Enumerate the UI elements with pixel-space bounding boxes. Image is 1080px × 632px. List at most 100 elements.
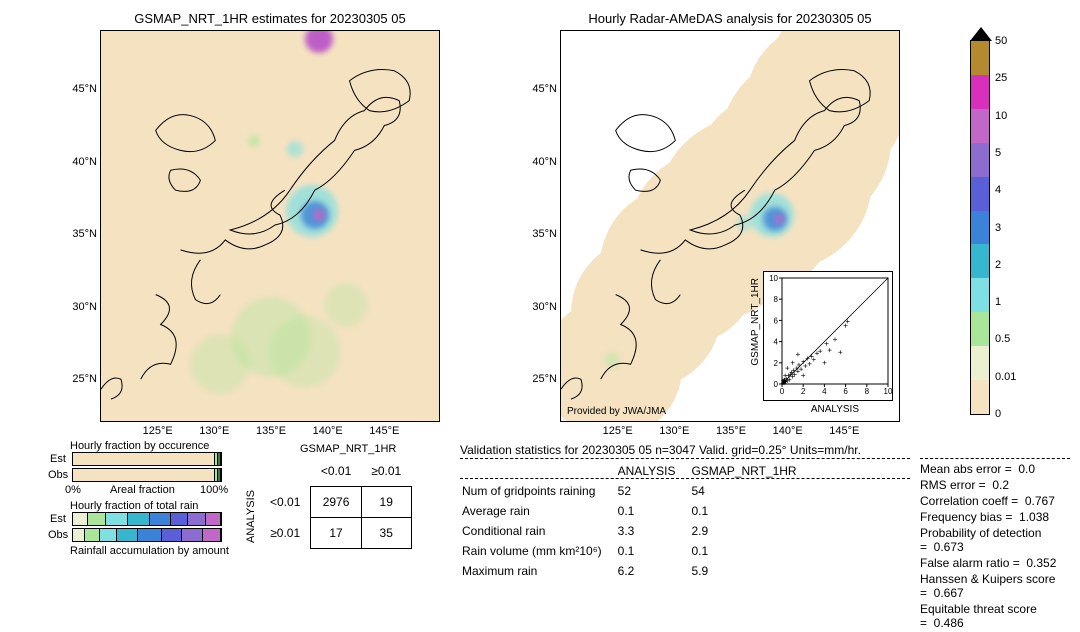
accum-title: Rainfall accumulation by amount bbox=[70, 545, 229, 557]
bar-segment bbox=[117, 529, 138, 541]
ct-rowheader: ANALYSIS bbox=[245, 490, 257, 543]
val-a: 6.2 bbox=[618, 562, 690, 580]
val-key: Conditional rain bbox=[462, 522, 616, 540]
metric-row: RMS error = 0.2 bbox=[920, 478, 1080, 492]
colorbar-label: 4 bbox=[995, 184, 1001, 196]
axis-0: 0% bbox=[65, 484, 81, 496]
dash-1 bbox=[460, 458, 910, 459]
colorbar-segment bbox=[971, 211, 989, 245]
colorbar-label: 3 bbox=[995, 222, 1001, 234]
ytick: 40°N bbox=[532, 156, 557, 168]
colorbar-label: 10 bbox=[995, 110, 1007, 122]
bar-segment bbox=[203, 529, 221, 541]
svg-text:2: 2 bbox=[774, 359, 779, 368]
occurrence-title: Hourly fraction by occurence bbox=[70, 440, 209, 452]
val-b: 0.1 bbox=[691, 502, 810, 520]
ytick: 40°N bbox=[72, 156, 97, 168]
coastline-left bbox=[101, 31, 439, 421]
totalrain-title: Hourly fraction of total rain bbox=[70, 500, 198, 512]
dash-3 bbox=[920, 458, 1070, 459]
svg-text:8: 8 bbox=[774, 295, 779, 304]
bar-segment bbox=[128, 513, 150, 525]
xtick: 135°E bbox=[256, 425, 286, 437]
bar-segment bbox=[88, 513, 106, 525]
xtick: 125°E bbox=[603, 425, 633, 437]
svg-text:6: 6 bbox=[774, 316, 779, 325]
bar-segment bbox=[206, 513, 221, 525]
colorbar: 502510543210.50.010 bbox=[970, 40, 990, 415]
ct-v21: 17 bbox=[311, 518, 361, 549]
metric-row: Frequency bias = 1.038 bbox=[920, 510, 1080, 524]
svg-text:10: 10 bbox=[884, 387, 893, 396]
svg-text:2: 2 bbox=[801, 387, 806, 396]
colorbar-label: 2 bbox=[995, 259, 1001, 271]
validation-header: Validation statistics for 20230305 05 n=… bbox=[460, 443, 861, 457]
bar-segment bbox=[150, 513, 171, 525]
bar-segment bbox=[106, 513, 128, 525]
scatter-inset: 00224466881010 bbox=[763, 271, 893, 401]
ytick: 25°N bbox=[72, 373, 97, 385]
xtick: 125°E bbox=[143, 425, 173, 437]
scatter-plot: 00224466881010 bbox=[764, 272, 894, 402]
validation-table: ANALYSISGSMAP_NRT_1HR Num of gridpoints r… bbox=[460, 460, 813, 582]
colorbar-segment bbox=[971, 312, 989, 346]
val-key: Average rain bbox=[462, 502, 616, 520]
metrics-list: Mean abs error = 0.0RMS error = 0.2Corre… bbox=[920, 462, 1080, 632]
ytick: 30°N bbox=[72, 301, 97, 313]
metric-row: Mean abs error = 0.0 bbox=[920, 462, 1080, 476]
row-label-obs-2: Obs bbox=[48, 529, 68, 541]
bar-segment bbox=[218, 453, 221, 465]
val-a: 0.1 bbox=[618, 502, 690, 520]
areal-label: Areal fraction bbox=[110, 484, 175, 496]
val-a: 0.1 bbox=[618, 542, 690, 560]
colorbar-label: 0.5 bbox=[995, 333, 1010, 345]
colorbar-segment bbox=[971, 380, 989, 414]
bar-segment bbox=[188, 513, 206, 525]
colorbar-label: 5 bbox=[995, 147, 1001, 159]
svg-text:4: 4 bbox=[822, 387, 827, 396]
tot-bar-est bbox=[72, 512, 222, 526]
ct-c2: ≥0.01 bbox=[361, 456, 411, 487]
contingency-table: <0.01≥0.01 <0.01297619 ≥0.011735 bbox=[260, 456, 412, 549]
colorbar-segment bbox=[971, 346, 989, 380]
ytick: 45°N bbox=[72, 83, 97, 95]
bar-segment bbox=[100, 529, 118, 541]
ct-r2: ≥0.01 bbox=[260, 518, 311, 549]
ytick: 35°N bbox=[72, 228, 97, 240]
map-right: Hourly Radar-AMeDAS analysis for 2023030… bbox=[560, 30, 900, 422]
metric-row: False alarm ratio = 0.352 bbox=[920, 556, 1080, 570]
svg-text:0: 0 bbox=[774, 380, 779, 389]
val-col1: ANALYSIS bbox=[618, 462, 690, 480]
val-b: 0.1 bbox=[691, 542, 810, 560]
ct-c1: <0.01 bbox=[311, 456, 361, 487]
val-col2: GSMAP_NRT_1HR bbox=[691, 462, 810, 480]
occ-bar-obs bbox=[72, 468, 222, 482]
bar-segment bbox=[138, 529, 162, 541]
xtick: 145°E bbox=[829, 425, 859, 437]
map-left: GSMAP_NRT_1HR estimates for 20230305 05 … bbox=[100, 30, 440, 422]
val-key: Num of gridpoints raining bbox=[462, 482, 616, 500]
ytick: 35°N bbox=[532, 228, 557, 240]
val-b: 5.9 bbox=[691, 562, 810, 580]
colorbar-label: 50 bbox=[995, 35, 1007, 47]
row-label-est-2: Est bbox=[50, 513, 66, 525]
colorbar-arrow-icon bbox=[970, 27, 992, 41]
tot-bar-obs bbox=[72, 528, 222, 542]
map-left-title: GSMAP_NRT_1HR estimates for 20230305 05 bbox=[101, 11, 439, 26]
svg-text:4: 4 bbox=[774, 338, 779, 347]
row-label-est-1: Est bbox=[50, 453, 66, 465]
ct-v22: 35 bbox=[361, 518, 411, 549]
colorbar-label: 25 bbox=[995, 72, 1007, 84]
row-label-obs-1: Obs bbox=[48, 469, 68, 481]
ct-v11: 2976 bbox=[311, 487, 361, 518]
ct-v12: 19 bbox=[361, 487, 411, 518]
colorbar-segment bbox=[971, 109, 989, 143]
colorbar-segment bbox=[971, 278, 989, 312]
xtick: 130°E bbox=[659, 425, 689, 437]
colorbar-segment bbox=[971, 41, 989, 75]
map-right-title: Hourly Radar-AMeDAS analysis for 2023030… bbox=[561, 11, 899, 26]
scatter-xlabel: ANALYSIS bbox=[811, 404, 859, 415]
val-b: 54 bbox=[691, 482, 810, 500]
colorbar-segment bbox=[971, 177, 989, 211]
axis-100: 100% bbox=[200, 484, 228, 496]
